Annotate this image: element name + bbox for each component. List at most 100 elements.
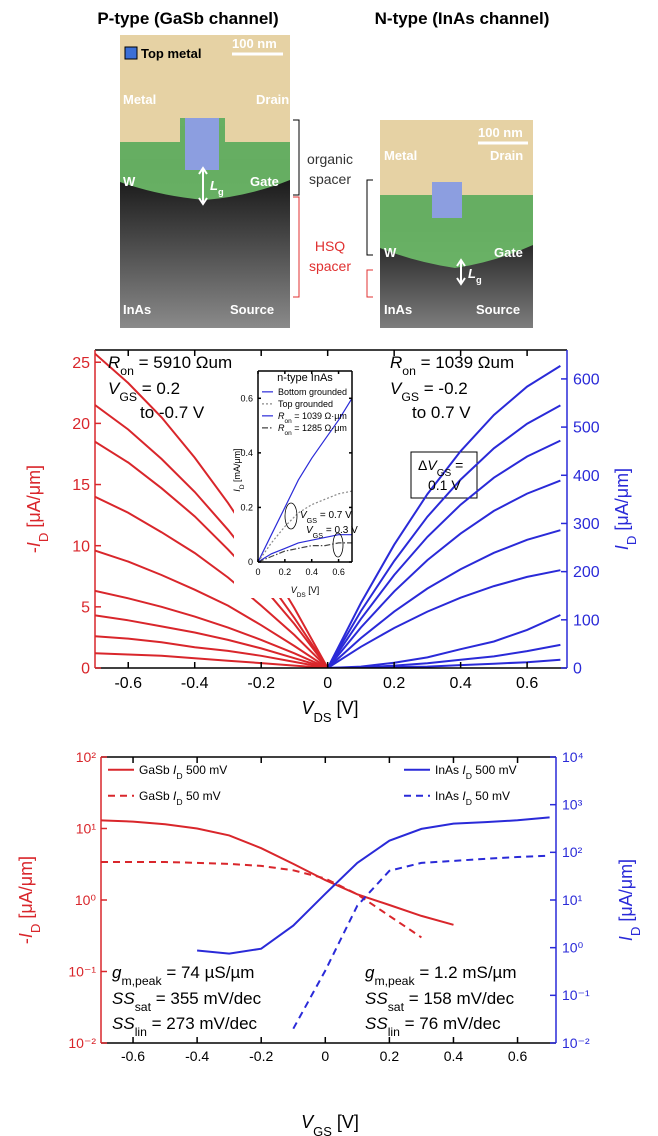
y-axis-label: -ID [μA/μm] — [16, 856, 43, 944]
y-tick-label: 0 — [248, 557, 253, 567]
y2-tick-label: 300 — [573, 516, 600, 533]
sem-label: Drain — [490, 148, 523, 163]
sem-label: W — [384, 245, 397, 260]
y-tick-label: 15 — [72, 477, 90, 494]
x-tick-label: -0.6 — [121, 1048, 145, 1064]
y2-tick-label: 0 — [573, 661, 582, 678]
legend-label: Bottom grounded — [278, 387, 347, 397]
y-tick-label: 5 — [81, 599, 90, 616]
x-tick-label: -0.2 — [249, 1048, 273, 1064]
x-axis-label: VDS [V] — [301, 698, 358, 725]
y2-tick-label: 600 — [573, 372, 600, 389]
x-tick-label: 0.2 — [383, 675, 405, 692]
y-tick-label: 10⁻¹ — [68, 963, 96, 979]
legend-label: Top grounded — [278, 399, 333, 409]
sem-label: W — [123, 174, 136, 189]
annotation: SSlin = 273 mV/dec — [112, 1014, 258, 1039]
annotation: gm,peak = 1.2 mS/µm — [365, 963, 517, 988]
series-line — [95, 591, 328, 668]
annotation: SSsat = 158 mV/dec — [365, 989, 515, 1014]
y-tick-label: 10⁰ — [75, 892, 97, 908]
panel-title: N-type (InAs channel) — [375, 9, 550, 28]
y-tick-label: 10⁻² — [68, 1035, 96, 1051]
annotation: ΔVGS = — [418, 457, 463, 479]
y2-tick-label: 200 — [573, 564, 600, 581]
sem-label: 100 nm — [232, 36, 277, 51]
spacer-label: HSQ — [315, 238, 345, 254]
y2-tick-label: 10⁰ — [562, 940, 584, 956]
y-tick-label: 25 — [72, 355, 90, 372]
annotation: gm,peak = 74 µS/µm — [112, 963, 254, 988]
chart: -0.6 -0.4 -0.2 0 0.2 0.4 0.6 10⁻² 10⁻¹ 10⁰ 10¹ 10² 1… — [16, 749, 643, 1136]
y2-tick-label: 10⁻¹ — [562, 987, 590, 1003]
x-tick-label: 0.2 — [380, 1048, 400, 1064]
spacer-label: spacer — [309, 258, 351, 274]
x-tick-label: -0.2 — [247, 675, 275, 692]
y-tick-label: 10¹ — [76, 820, 97, 836]
y2-tick-label: 10⁴ — [562, 749, 584, 765]
sem-label: Gate — [494, 245, 523, 260]
x-tick-label: 0.6 — [516, 675, 538, 692]
chart-title: n-type InAs — [277, 372, 333, 384]
sem-label: Source — [230, 302, 274, 317]
sem-label: Metal — [123, 92, 156, 107]
x-tick-label: 0 — [323, 675, 332, 692]
y2-tick-label: 10² — [562, 844, 583, 860]
x-tick-label: -0.4 — [185, 1048, 209, 1064]
figure: P-type (GaSb channel) Top metal 100 nm Meta… — [0, 0, 658, 1136]
x-tick-label: 0.4 — [450, 675, 472, 692]
legend-label: GaSb ID 500 mV — [139, 763, 227, 781]
y2-tick-label: 100 — [573, 612, 600, 629]
legend-label: GaSb ID 50 mV — [139, 789, 221, 807]
sem-label: Metal — [384, 148, 417, 163]
sem-label: 100 nm — [478, 125, 523, 140]
y2-axis-label: ID [μA/μm] — [616, 859, 643, 941]
spacer-label: organic — [307, 151, 353, 167]
x-tick-label: 0 — [255, 567, 260, 577]
x-tick-label: 0 — [321, 1048, 329, 1064]
x-tick-label: -0.6 — [114, 675, 142, 692]
legend-label: InAs ID 50 mV — [435, 789, 510, 807]
annotation: 0.1 V — [428, 477, 461, 493]
x-axis-label: VGS [V] — [301, 1112, 359, 1136]
sem-label: Source — [476, 302, 520, 317]
series-line — [328, 645, 561, 668]
x-tick-label: -0.4 — [181, 675, 209, 692]
annotation: to 0.7 V — [412, 403, 471, 422]
annotation: SSlin = 76 mV/dec — [365, 1014, 501, 1039]
annotation: Ron = 1039 Ωum — [390, 353, 514, 378]
sem-label: InAs — [123, 302, 151, 317]
legend-label: InAs ID 500 mV — [435, 763, 517, 781]
annotation: Ron = 5910 Ωum — [108, 353, 232, 378]
annotation: SSsat = 355 mV/dec — [112, 989, 262, 1014]
y2-tick-label: 10¹ — [562, 892, 583, 908]
y-tick-label: 0.6 — [240, 393, 253, 403]
y-tick-label: 0 — [81, 661, 90, 678]
y-tick-label: 10² — [76, 749, 97, 765]
annotation: to -0.7 V — [140, 403, 205, 422]
y2-tick-label: 400 — [573, 468, 600, 485]
series-line — [328, 405, 561, 668]
y2-tick-label: 10³ — [562, 797, 583, 813]
spacer-label: spacer — [309, 171, 351, 187]
y2-tick-label: 10⁻² — [562, 1035, 590, 1051]
x-tick-label: 0.6 — [508, 1048, 528, 1064]
sem-label: Gate — [250, 174, 279, 189]
x-tick-label: 0.2 — [279, 567, 292, 577]
y2-axis-label: ID [μA/μm] — [612, 468, 639, 550]
annotation: VGS = -0.2 — [390, 379, 468, 404]
sem-label: Drain — [256, 92, 289, 107]
sem-label: Top metal — [141, 46, 201, 61]
y-axis-label: -ID [μA/μm] — [24, 465, 51, 553]
y2-tick-label: 500 — [573, 420, 600, 437]
series-line — [328, 615, 561, 668]
y-tick-label: 0.4 — [240, 448, 253, 458]
x-tick-label: 0.4 — [444, 1048, 464, 1064]
y-tick-label: 10 — [72, 538, 90, 555]
page: P-type (GaSb channel) Top metal 100 nm Meta… — [0, 0, 658, 1136]
y-tick-label: 20 — [72, 416, 90, 433]
sem-label: InAs — [384, 302, 412, 317]
x-tick-label: 0.6 — [332, 567, 345, 577]
panel-title: P-type (GaSb channel) — [97, 9, 278, 28]
